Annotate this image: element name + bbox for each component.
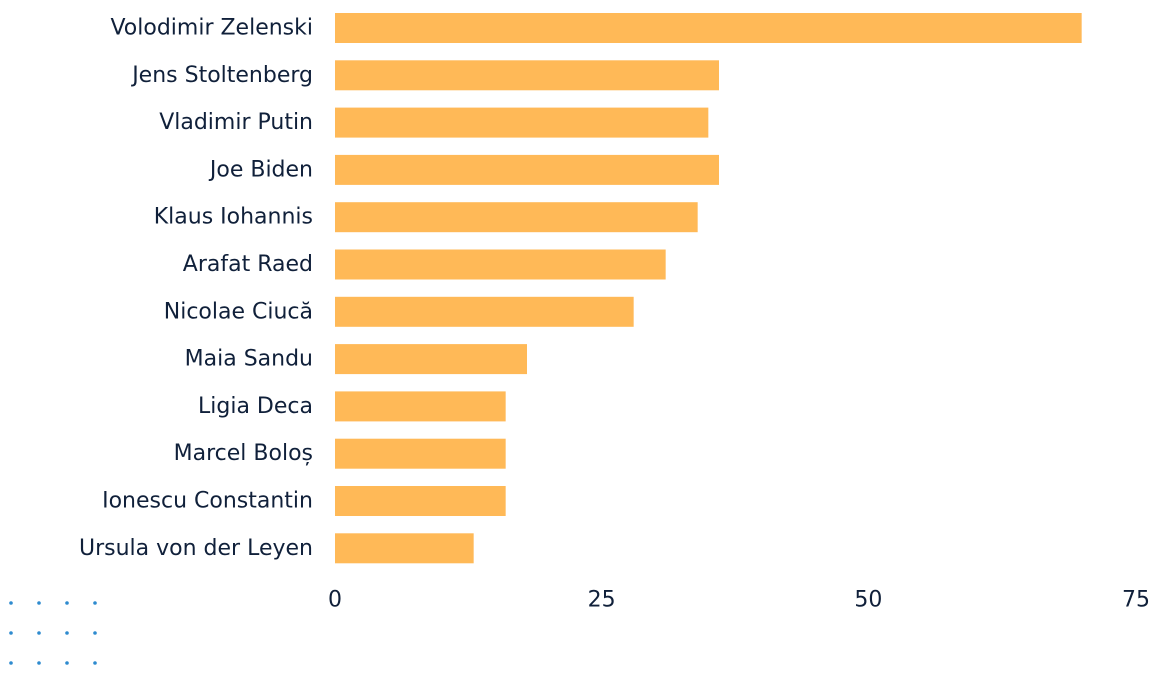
decor-dot (37, 631, 41, 635)
decor-dot (65, 601, 69, 605)
category-label: Jens Stoltenberg (130, 63, 313, 88)
category-label: Klaus Iohannis (154, 205, 313, 230)
decor-dot (9, 601, 13, 605)
bar (335, 60, 719, 91)
x-tick-label: 25 (588, 588, 616, 613)
bars-group (335, 13, 1082, 564)
x-axis-ticks: 0 25 50 75 (328, 588, 1150, 613)
category-label: Joe Biden (208, 157, 313, 182)
decor-dot (37, 661, 41, 665)
decorative-dot-grid (9, 601, 97, 665)
category-label: Volodimir Zelenski (110, 16, 313, 41)
bar (335, 13, 1082, 43)
bar (335, 486, 506, 516)
bar (335, 202, 698, 233)
category-label: Marcel Boloș (174, 441, 313, 466)
x-tick-label: 0 (328, 588, 342, 613)
category-label: Nicolae Ciucă (164, 299, 313, 324)
category-label: Vladimir Putin (159, 110, 313, 135)
bar (335, 391, 506, 422)
bar (335, 107, 709, 138)
bar (335, 438, 506, 469)
decor-dot (37, 601, 41, 605)
bar (335, 154, 719, 185)
bar (335, 344, 527, 375)
category-label: Ursula von der Leyen (79, 536, 313, 561)
decor-dot (9, 661, 13, 665)
decor-dot (65, 661, 69, 665)
bar (335, 249, 666, 280)
category-label: Maia Sandu (185, 347, 313, 372)
decor-dot (93, 661, 97, 665)
category-label: Ionescu Constantin (102, 489, 313, 514)
bar (335, 533, 474, 564)
decor-dot (65, 631, 69, 635)
decor-dot (9, 631, 13, 635)
x-tick-label: 50 (854, 588, 882, 613)
category-label: Arafat Raed (183, 252, 313, 277)
x-tick-label: 75 (1122, 588, 1150, 613)
decor-dot (93, 631, 97, 635)
category-label: Ligia Deca (198, 394, 313, 419)
bar (335, 296, 634, 327)
category-labels: Volodimir Zelenski Jens Stoltenberg Vladim… (79, 16, 313, 561)
decor-dot (93, 601, 97, 605)
